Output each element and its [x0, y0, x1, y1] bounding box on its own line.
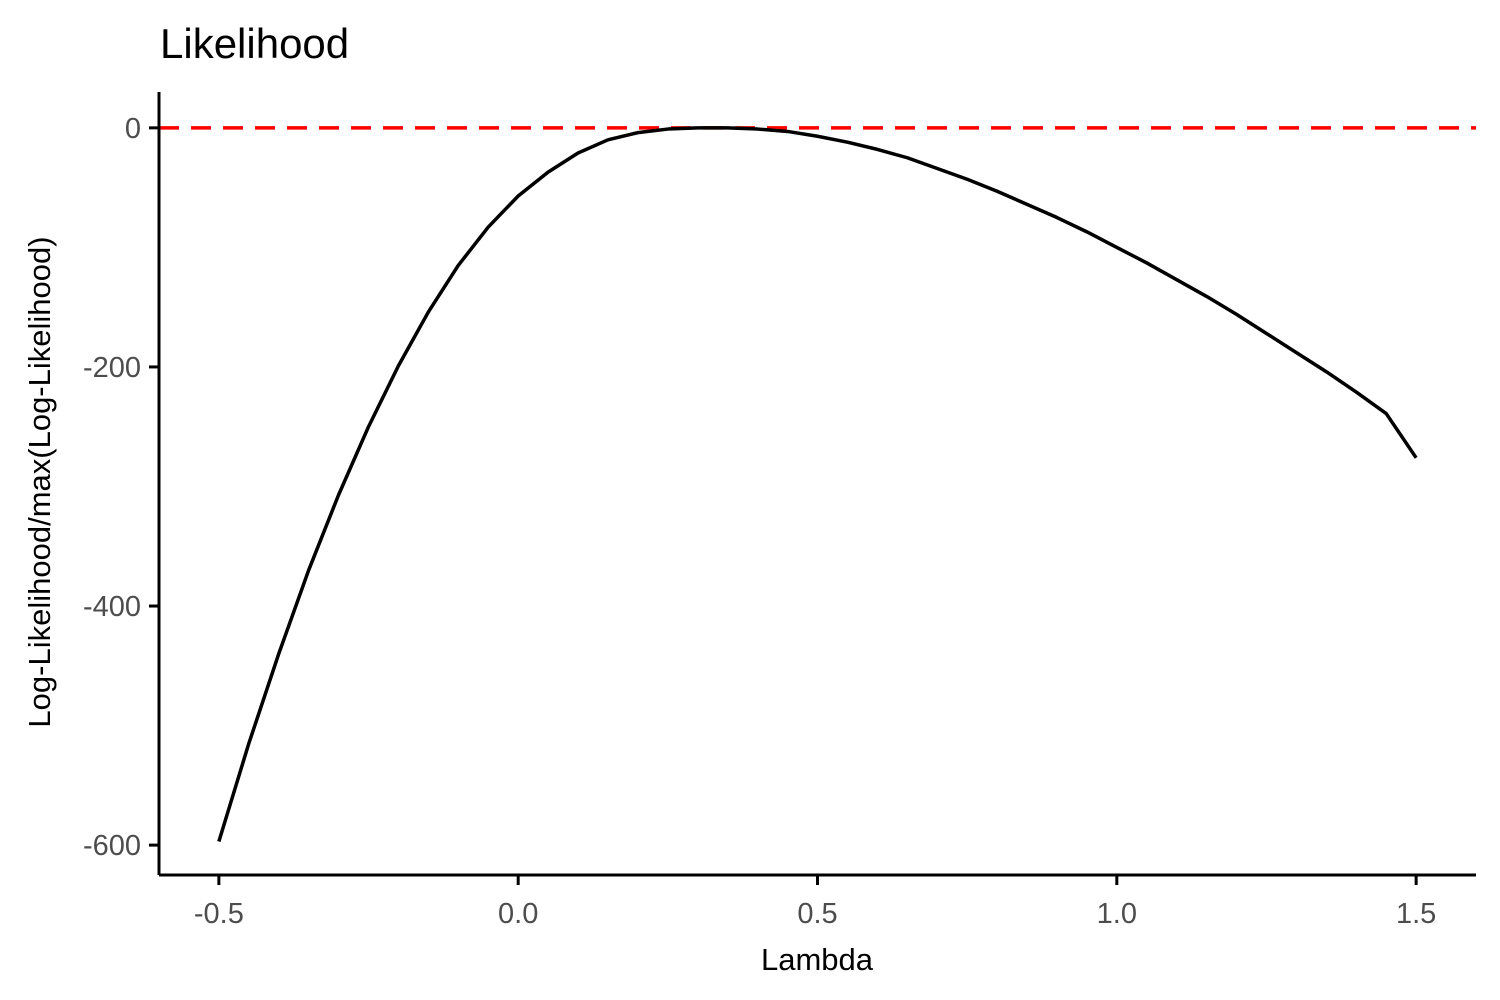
- x-tick-label: 1.0: [1097, 898, 1137, 930]
- y-axis-ticks: 0 -200 -400 -600: [83, 113, 159, 862]
- plot-area: [159, 126, 1476, 843]
- x-axis-ticks: -0.5 0.0 0.5 1.0 1.5: [194, 875, 1436, 930]
- x-tick-label: 1.5: [1396, 898, 1436, 930]
- x-tick-label: 0.0: [498, 898, 538, 930]
- x-tick-label: 0.5: [797, 898, 837, 930]
- x-axis-label: Lambda: [761, 942, 874, 977]
- chart-title: Likelihood: [160, 20, 349, 67]
- y-tick-label: 0: [125, 113, 141, 145]
- y-tick-label: -400: [83, 591, 141, 623]
- y-axis-label: Log-Likelihood/max(Log-Likelihood): [22, 236, 57, 727]
- y-tick-label: -200: [83, 352, 141, 384]
- y-tick-label: -600: [83, 830, 141, 862]
- x-tick-label: -0.5: [194, 898, 244, 930]
- series-line-0: [217, 126, 1418, 843]
